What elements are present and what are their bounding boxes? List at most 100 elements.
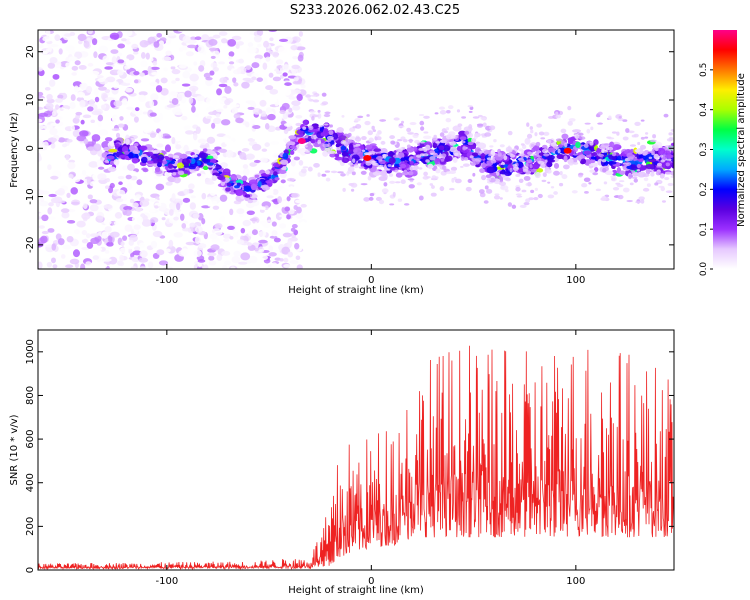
heatmap-cell	[269, 187, 274, 196]
heatmap-cell	[563, 164, 570, 170]
heatmap-cell	[47, 216, 56, 220]
heatmap-cell	[452, 125, 462, 132]
heatmap-cell	[326, 150, 336, 154]
heatmap-cell	[38, 67, 43, 72]
heatmap-cell	[256, 30, 264, 37]
heatmap-cell	[65, 154, 70, 161]
heatmap-cell	[395, 149, 402, 152]
heatmap-cell	[348, 143, 354, 150]
heatmap-cell	[221, 119, 231, 126]
heatmap-cell	[111, 128, 120, 132]
heatmap-cell	[567, 120, 573, 126]
heatmap-cell	[556, 154, 564, 160]
heatmap-cell	[361, 149, 366, 153]
heatmap-cell	[483, 200, 489, 204]
heatmap-cell	[628, 174, 633, 178]
heatmap-cell	[123, 150, 130, 155]
heatmap-cell	[425, 176, 431, 179]
heatmap-cell	[250, 183, 257, 191]
heatmap-cell	[625, 128, 630, 133]
heatmap-cell	[642, 173, 650, 177]
heatmap-cell	[584, 122, 591, 125]
heatmap-cell	[291, 100, 301, 106]
heatmap-cell	[380, 148, 388, 155]
heatmap-cell	[670, 175, 674, 178]
heatmap-cell	[55, 98, 63, 103]
heatmap-cell	[321, 101, 329, 105]
heatmap-cell	[294, 199, 304, 204]
heatmap-cell	[47, 164, 52, 171]
heatmap-cell	[486, 166, 496, 174]
heatmap-cell	[86, 241, 94, 249]
heatmap-cell	[141, 156, 148, 164]
heatmap-cell	[66, 192, 71, 198]
heatmap-cell	[79, 83, 86, 89]
heatmap-cell	[408, 184, 415, 189]
heatmap-cell	[342, 187, 346, 192]
heatmap-cell	[484, 185, 489, 190]
heatmap-cell	[139, 72, 146, 77]
heatmap-cell	[626, 199, 633, 203]
heatmap-cell	[330, 170, 338, 174]
heatmap-cell	[179, 213, 185, 221]
heatmap-cell	[617, 194, 624, 200]
heatmap-cell	[280, 200, 290, 208]
heatmap-cell	[284, 82, 292, 86]
heatmap-cell	[365, 144, 373, 150]
heatmap-cell	[438, 149, 443, 153]
heatmap-cell	[289, 150, 295, 155]
heatmap-cell	[192, 213, 200, 219]
heatmap-cell	[164, 171, 172, 177]
heatmap-cell	[561, 133, 569, 140]
heatmap-cell	[347, 132, 352, 137]
heatmap-cell	[208, 39, 218, 46]
heatmap-cell	[547, 147, 556, 153]
heatmap-cell	[546, 139, 552, 144]
heatmap-cell	[124, 65, 131, 70]
heatmap-cell	[109, 141, 115, 147]
heatmap-cell	[97, 114, 104, 122]
heatmap-cell	[370, 160, 377, 163]
heatmap-cell	[527, 181, 532, 187]
heatmap-cell	[212, 205, 220, 210]
colorbar-tick-label: 0.1	[699, 222, 709, 236]
heatmap-cell	[429, 183, 434, 186]
heatmap-cell	[300, 203, 307, 208]
heatmap-cell	[170, 66, 176, 70]
heatmap-cell	[409, 121, 417, 126]
heatmap-cell	[53, 196, 63, 203]
heatmap-cell	[131, 202, 139, 208]
heatmap-cell	[86, 233, 91, 239]
heatmap-cell	[280, 187, 289, 195]
heatmap-cell	[77, 33, 87, 42]
heatmap-cell	[293, 204, 298, 210]
heatmap-cell	[406, 127, 412, 133]
heatmap-cell	[376, 156, 384, 161]
y-tick-label: -10	[25, 188, 36, 204]
heatmap-cell	[106, 241, 114, 247]
heatmap-cell	[218, 83, 228, 88]
heatmap-cell	[379, 119, 387, 122]
heatmap-cell	[257, 180, 262, 188]
heatmap-cell	[119, 254, 124, 262]
heatmap-cell	[650, 172, 655, 177]
heatmap-cell	[271, 221, 277, 227]
heatmap-cell	[583, 177, 591, 183]
heatmap-cell	[276, 65, 283, 69]
heatmap-cell	[652, 144, 659, 149]
heatmap-cell	[46, 261, 53, 268]
heatmap-cell	[225, 187, 231, 192]
heatmap-cell	[42, 36, 53, 42]
heatmap-cell	[468, 124, 473, 129]
heatmap-cell	[205, 78, 213, 87]
heatmap-cell	[559, 170, 563, 176]
heatmap-cell	[113, 100, 123, 107]
heatmap-cell	[125, 138, 130, 145]
heatmap-cell	[96, 247, 103, 251]
heatmap-cell	[160, 77, 168, 84]
heatmap-cell	[499, 170, 505, 175]
heatmap-cell	[509, 167, 513, 173]
heatmap-cell	[101, 140, 111, 149]
heatmap-cell	[81, 169, 87, 176]
heatmap-cell	[328, 130, 334, 135]
